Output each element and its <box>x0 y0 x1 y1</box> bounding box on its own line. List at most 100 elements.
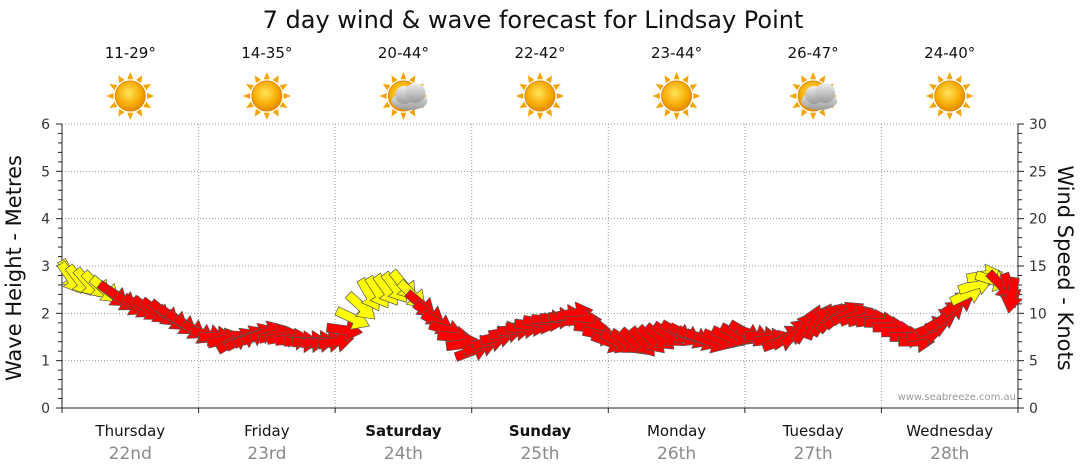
sun-ray <box>545 108 552 117</box>
cloud-icon <box>801 83 838 110</box>
partly-cloudy-icon <box>789 72 838 120</box>
sun-ray <box>655 101 664 108</box>
day-name: Friday <box>244 422 290 440</box>
day-name: Tuesday <box>782 422 844 440</box>
sun-ray <box>552 101 561 108</box>
chart-title: 7 day wind & wave forecast for Lindsay P… <box>263 6 804 34</box>
sun-disc <box>114 80 146 112</box>
sun-ray <box>136 75 143 84</box>
sun-disc <box>524 80 556 112</box>
sun-ray <box>682 108 689 117</box>
sunny-icon <box>516 72 564 120</box>
temperature-range: 20-44° <box>378 44 429 62</box>
sun-ray <box>109 101 118 108</box>
sun-ray <box>928 101 937 108</box>
sun-ray <box>127 72 134 80</box>
left-y-ticks: 0 1 2 3 4 5 6 <box>41 117 50 417</box>
sun-ray <box>279 101 288 108</box>
sun-ray <box>246 101 254 108</box>
sun-disc <box>661 80 693 112</box>
left-tick-label: 6 <box>41 117 50 133</box>
wind-arrow-shape <box>1000 276 1023 314</box>
right-tick-label: 15 <box>1029 259 1047 275</box>
sun-ray <box>655 84 664 91</box>
right-tick-label: 5 <box>1029 354 1038 370</box>
sun-ray <box>962 101 971 108</box>
sun-ray <box>409 75 416 84</box>
sun-ray <box>789 92 797 100</box>
right-tick-label: 30 <box>1029 117 1047 133</box>
axes <box>56 123 1024 413</box>
sun-ray <box>263 72 270 80</box>
cloud-icon <box>391 83 428 110</box>
sun-ray <box>946 72 953 80</box>
sun-ray <box>379 92 387 100</box>
sun-ray <box>689 101 698 108</box>
sun-ray <box>106 92 114 100</box>
sun-ray <box>955 75 962 84</box>
right-tick-label: 10 <box>1029 306 1047 322</box>
day-date: 22nd <box>109 444 152 464</box>
sun-ray <box>519 101 528 108</box>
sun-ray <box>391 75 398 84</box>
sun-ray <box>382 101 391 108</box>
day-date: 28th <box>930 444 969 464</box>
right-tick-label: 0 <box>1029 401 1038 417</box>
sun-ray <box>682 75 689 84</box>
sun-ray <box>810 72 817 80</box>
sun-ray <box>937 75 944 84</box>
left-tick-label: 3 <box>41 259 50 275</box>
right-tick-label: 25 <box>1029 164 1047 180</box>
sun-ray <box>925 92 933 100</box>
temperature-range: 24-40° <box>924 44 975 62</box>
right-axis-label: Wind Speed - Knots <box>1053 165 1077 370</box>
sun-ray <box>810 112 817 120</box>
day-name: Monday <box>647 422 706 440</box>
sun-ray <box>528 108 535 117</box>
sun-ray <box>552 84 561 91</box>
right-tick-label: 20 <box>1029 212 1047 228</box>
sun-ray <box>962 84 971 91</box>
sun-ray <box>652 92 660 100</box>
sun-ray <box>272 75 279 84</box>
left-axis-label: Wave Height - Metres <box>2 155 26 381</box>
partly-cloudy-icon <box>379 72 428 120</box>
sun-ray <box>792 101 801 108</box>
temperature-range: 11-29° <box>105 44 156 62</box>
sun-ray <box>545 75 552 84</box>
sun-disc <box>934 80 966 112</box>
sun-ray <box>801 108 808 117</box>
sun-ray <box>928 84 937 91</box>
sun-ray <box>516 92 524 100</box>
sunny-icon <box>925 72 974 120</box>
day-date: 25th <box>520 444 559 464</box>
sun-ray <box>664 108 671 117</box>
sun-ray <box>272 108 279 117</box>
day-name: Thursday <box>94 422 165 440</box>
sun-ray <box>519 84 528 91</box>
sun-ray <box>127 112 134 120</box>
day-date: 27th <box>794 444 833 464</box>
wind-arrow <box>1000 276 1023 314</box>
grid-lines <box>62 123 1018 408</box>
sun-ray <box>254 75 262 84</box>
sun-ray <box>263 112 270 120</box>
sun-ray <box>136 108 143 117</box>
sunny-icon <box>242 72 291 120</box>
sun-ray <box>109 84 118 91</box>
left-tick-label: 4 <box>41 212 50 228</box>
left-tick-label: 0 <box>41 401 50 417</box>
wind-arrows <box>56 258 1023 362</box>
cloud-part <box>815 83 836 103</box>
sunny-icon <box>106 72 155 120</box>
sun-ray <box>409 108 416 117</box>
sun-ray <box>143 101 152 108</box>
sun-ray <box>689 84 698 91</box>
sun-ray <box>664 75 671 84</box>
temperature-range: 26-47° <box>788 44 839 62</box>
sun-ray <box>937 108 944 117</box>
day-name: Wednesday <box>906 422 993 440</box>
sun-ray <box>283 92 291 100</box>
sun-ray <box>528 75 535 84</box>
right-y-ticks: 0 5 10 15 20 25 30 <box>1029 117 1047 417</box>
